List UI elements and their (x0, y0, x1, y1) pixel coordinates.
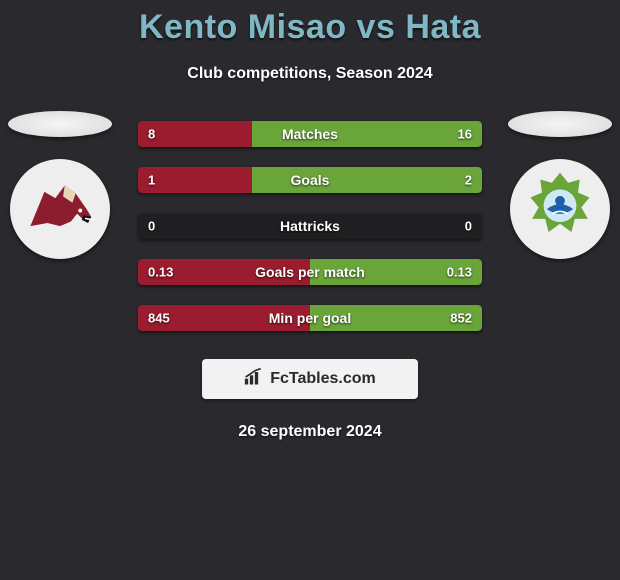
stat-row: 0.13 0.13 Goals per match (138, 259, 482, 285)
left-club-badge (10, 159, 110, 259)
left-player-column (0, 111, 120, 259)
stat-rows: 8 16 Matches 1 2 Goals 0 0 Hattricks 0.13 0.13 Goal… (138, 121, 482, 351)
stat-label: Goals (291, 172, 330, 188)
stat-row: 0 0 Hattricks (138, 213, 482, 239)
left-value: 1 (148, 173, 155, 188)
stat-row: 8 16 Matches (138, 121, 482, 147)
right-value: 16 (458, 127, 472, 142)
right-value: 0.13 (447, 265, 472, 280)
right-bar (252, 167, 482, 193)
stat-label: Min per goal (269, 310, 351, 326)
left-value: 845 (148, 311, 170, 326)
right-value: 852 (450, 311, 472, 326)
right-value: 2 (465, 173, 472, 188)
brand-badge[interactable]: FcTables.com (202, 359, 418, 399)
page-title: Kento Misao vs Hata (0, 8, 620, 47)
coyote-icon (21, 170, 99, 248)
stat-row: 845 852 Min per goal (138, 305, 482, 331)
right-value: 0 (465, 219, 472, 234)
right-player-avatar (508, 111, 612, 137)
left-player-avatar (8, 111, 112, 137)
stat-label: Matches (282, 126, 338, 142)
date-text: 26 september 2024 (0, 423, 620, 441)
right-player-column (500, 111, 620, 259)
stat-label: Hattricks (280, 218, 340, 234)
brand-text: FcTables.com (270, 370, 376, 388)
stat-row: 1 2 Goals (138, 167, 482, 193)
left-value: 0 (148, 219, 155, 234)
comparison-area: 8 16 Matches 1 2 Goals 0 0 Hattricks 0.13 0.13 Goal… (0, 121, 620, 341)
subtitle: Club competitions, Season 2024 (0, 65, 620, 83)
chart-icon (244, 368, 264, 391)
left-value: 0.13 (148, 265, 173, 280)
right-club-badge (510, 159, 610, 259)
bellmare-icon (519, 168, 601, 250)
left-value: 8 (148, 127, 155, 142)
stat-label: Goals per match (255, 264, 365, 280)
